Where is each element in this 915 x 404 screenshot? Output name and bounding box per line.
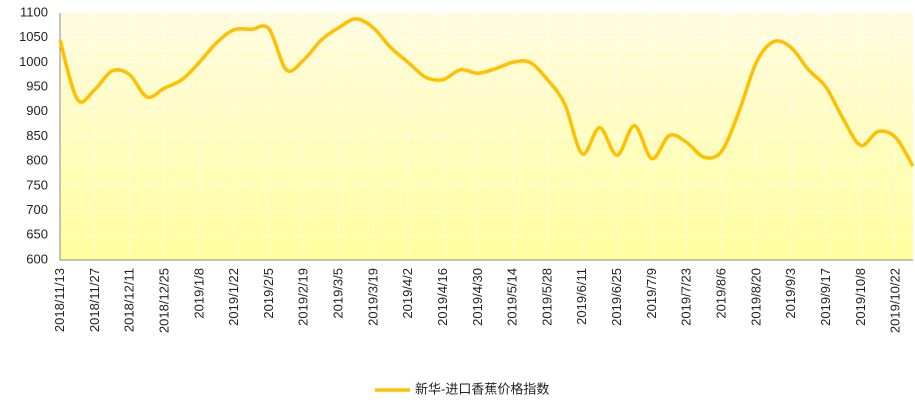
x-tick-label: 2019/5/14 bbox=[505, 268, 520, 326]
x-tick-label: 2019/4/30 bbox=[470, 268, 485, 326]
x-tick-label: 2019/9/3 bbox=[783, 268, 798, 319]
x-tick-label: 2019/4/2 bbox=[400, 268, 415, 319]
line bbox=[58, 17, 915, 168]
x-tick-label: 2019/10/22 bbox=[888, 268, 903, 333]
x-tick-label: 2019/1/8 bbox=[191, 268, 206, 319]
x-tick-label: 2019/6/11 bbox=[574, 268, 589, 325]
x-tick-label: 2019/10/8 bbox=[853, 268, 868, 326]
x-tick-label: 2018/11/27 bbox=[87, 268, 102, 332]
x-tick-label: 2019/2/5 bbox=[261, 268, 276, 319]
legend-label: 新华-进口香蕉价格指数 bbox=[415, 381, 549, 396]
y-tick-label: 1100 bbox=[20, 4, 48, 19]
x-tick-label: 2018/11/13 bbox=[52, 268, 67, 332]
y-tick-label: 750 bbox=[26, 177, 48, 192]
y-tick-label: 700 bbox=[26, 202, 48, 217]
x-tick-label: 2019/2/19 bbox=[296, 268, 311, 326]
x-tick-label: 2019/5/28 bbox=[539, 268, 554, 326]
x-tick-label: 2019/8/6 bbox=[714, 268, 729, 319]
y-tick-label: 1000 bbox=[19, 54, 48, 69]
x-tick-label: 2018/12/25 bbox=[156, 268, 171, 333]
x-tick-label: 2019/4/16 bbox=[435, 268, 450, 326]
y-tick-label: 950 bbox=[26, 79, 48, 94]
x-tick-label: 2019/9/17 bbox=[818, 268, 833, 326]
y-tick-label: 800 bbox=[26, 153, 48, 168]
x-tick-label: 2019/1/22 bbox=[226, 268, 241, 326]
x-tick-label: 2019/8/20 bbox=[748, 268, 763, 326]
x-tick-label: 2019/7/23 bbox=[679, 268, 694, 326]
y-tick-label: 600 bbox=[26, 251, 48, 266]
y-tick-label: 1050 bbox=[19, 29, 48, 44]
y-tick-label: 850 bbox=[26, 128, 48, 143]
y-tick-label: 650 bbox=[26, 227, 48, 242]
x-tick-label: 2019/3/5 bbox=[331, 268, 346, 319]
x-tick-label: 2019/7/9 bbox=[644, 268, 659, 319]
x-tick-label: 2019/6/25 bbox=[609, 268, 624, 326]
x-tick-label: 2018/12/11 bbox=[122, 268, 137, 332]
y-tick-label: 900 bbox=[26, 103, 48, 118]
x-tick-label: 2019/3/19 bbox=[365, 268, 380, 326]
